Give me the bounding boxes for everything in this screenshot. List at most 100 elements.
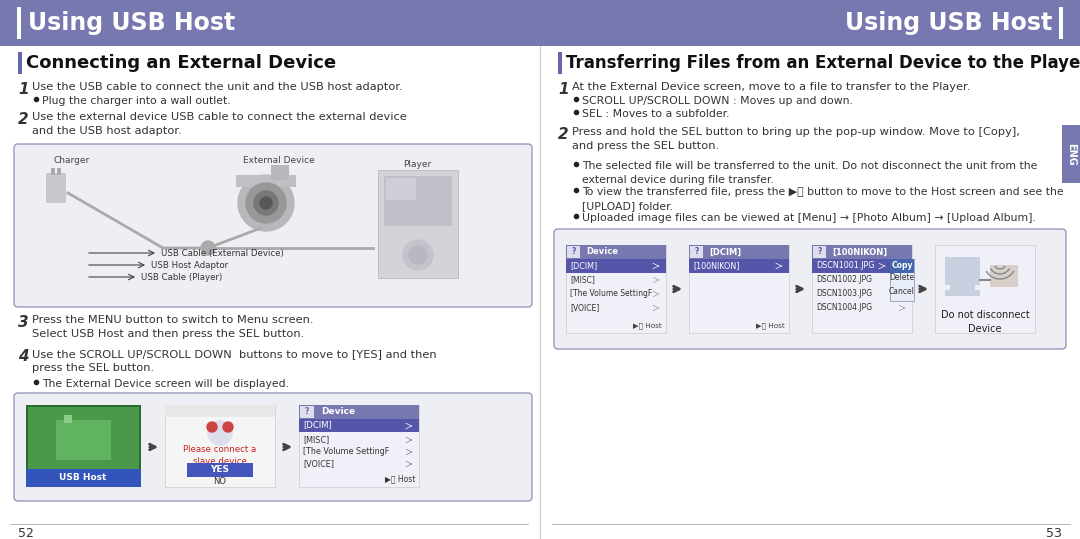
Text: 53: 53	[1047, 527, 1062, 539]
Circle shape	[207, 422, 217, 432]
Bar	[51, 168, 55, 175]
Bar	[165, 405, 275, 417]
Bar	[890, 259, 914, 273]
Bar	[690, 246, 703, 258]
Text: Use the SCROLL UP/SCROLL DOWN  buttons to move to [YES] and then
press the SEL b: Use the SCROLL UP/SCROLL DOWN buttons to…	[32, 349, 436, 373]
Text: Using USB Host: Using USB Host	[28, 11, 235, 35]
Text: Device: Device	[586, 247, 618, 257]
Bar	[950, 285, 975, 290]
FancyBboxPatch shape	[14, 393, 532, 501]
Circle shape	[254, 191, 278, 215]
Text: Connecting an External Device: Connecting an External Device	[26, 54, 336, 72]
Bar	[384, 176, 453, 226]
Bar	[299, 405, 419, 419]
Text: USB Cable (Player): USB Cable (Player)	[141, 273, 222, 282]
Text: [VOICE]: [VOICE]	[570, 303, 599, 313]
Text: 2: 2	[18, 112, 29, 127]
Text: Transferring Files from an External Device to the Player: Transferring Files from an External Devi…	[566, 54, 1080, 72]
Bar	[566, 245, 666, 333]
Bar	[64, 415, 72, 423]
Text: The selected file will be transferred to the unit. Do not disconnect the unit fr: The selected file will be transferred to…	[582, 161, 1038, 185]
Bar	[187, 463, 253, 477]
Bar	[812, 259, 890, 273]
Bar	[945, 290, 980, 296]
Text: Uploaded image files can be viewed at [Menu] → [Photo Album] → [Upload Album].: Uploaded image files can be viewed at [M…	[582, 213, 1036, 223]
Text: [The Volume SettingF: [The Volume SettingF	[303, 447, 389, 456]
Text: NO: NO	[214, 476, 227, 486]
Bar	[935, 245, 1035, 333]
Text: Player: Player	[403, 160, 431, 169]
Text: Charger: Charger	[53, 156, 90, 165]
Circle shape	[238, 175, 294, 231]
Bar	[540, 0, 1080, 46]
Bar	[271, 165, 289, 180]
Text: [VOICE]: [VOICE]	[303, 459, 334, 468]
Bar	[1059, 7, 1063, 39]
Text: Cancel: Cancel	[889, 287, 915, 296]
Text: 1: 1	[558, 82, 569, 97]
Bar	[300, 406, 314, 418]
Circle shape	[222, 422, 233, 432]
Text: [DCIM]: [DCIM]	[303, 420, 332, 430]
Bar	[26, 469, 141, 487]
Text: ENG: ENG	[1066, 143, 1076, 165]
Bar	[26, 405, 141, 487]
Bar	[378, 170, 458, 278]
Text: USB Cable (External Device): USB Cable (External Device)	[161, 249, 284, 258]
Bar	[0, 0, 540, 46]
Text: DSCN1003.JPG: DSCN1003.JPG	[816, 289, 873, 299]
Bar	[812, 245, 912, 259]
Bar	[299, 419, 419, 432]
Text: ▶⏸ Host: ▶⏸ Host	[756, 322, 785, 329]
Bar	[57, 168, 60, 175]
Circle shape	[403, 240, 433, 270]
Text: Using USB Host: Using USB Host	[845, 11, 1052, 35]
Bar	[813, 246, 826, 258]
Text: The External Device screen will be displayed.: The External Device screen will be displ…	[42, 379, 289, 389]
Text: DSCN1002.JPG: DSCN1002.JPG	[816, 275, 872, 285]
Bar	[1062, 125, 1080, 183]
FancyBboxPatch shape	[554, 229, 1066, 349]
Bar	[558, 52, 562, 74]
Bar	[566, 245, 666, 259]
Circle shape	[246, 183, 286, 223]
Text: ?: ?	[818, 247, 822, 257]
Bar	[945, 257, 980, 285]
Text: [DCIM]: [DCIM]	[570, 261, 597, 271]
Text: External Device: External Device	[243, 156, 314, 165]
Text: Press the MENU button to switch to Menu screen.
Select USB Host and then press t: Press the MENU button to switch to Menu …	[32, 315, 313, 339]
Bar	[689, 259, 789, 273]
Text: 4: 4	[18, 349, 29, 364]
Circle shape	[208, 421, 232, 445]
Bar	[165, 405, 275, 487]
Text: 3: 3	[18, 315, 29, 330]
Bar	[386, 178, 416, 200]
Text: Delete: Delete	[890, 273, 915, 282]
Circle shape	[409, 246, 427, 264]
Bar	[689, 245, 789, 259]
Bar	[28, 407, 139, 469]
Text: At the External Device screen, move to a file to transfer to the Player.: At the External Device screen, move to a…	[572, 82, 970, 92]
Text: YES: YES	[211, 466, 229, 474]
Text: 52: 52	[18, 527, 33, 539]
Text: [The Volume SettingF: [The Volume SettingF	[570, 289, 652, 299]
Bar	[812, 245, 912, 333]
Text: Use the external device USB cable to connect the external device
and the USB hos: Use the external device USB cable to con…	[32, 112, 407, 136]
Bar	[890, 259, 914, 301]
Text: SCROLL UP/SCROLL DOWN : Moves up and down.: SCROLL UP/SCROLL DOWN : Moves up and dow…	[582, 96, 853, 106]
Bar	[567, 246, 580, 258]
Text: USB Host: USB Host	[59, 473, 107, 482]
Text: ?: ?	[571, 247, 576, 257]
Text: 1: 1	[18, 82, 29, 97]
Text: [100NIKON]: [100NIKON]	[832, 247, 887, 257]
Bar	[566, 259, 666, 273]
Text: Press and hold the SEL button to bring up the pop-up window. Move to [Copy],
and: Press and hold the SEL button to bring u…	[572, 127, 1020, 151]
Circle shape	[201, 241, 215, 255]
Text: [MISC]: [MISC]	[570, 275, 595, 285]
Bar	[56, 420, 111, 460]
Text: Do not disconnect
Device: Do not disconnect Device	[941, 310, 1029, 334]
Text: Plug the charger into a wall outlet.: Plug the charger into a wall outlet.	[42, 96, 231, 106]
Circle shape	[260, 197, 272, 209]
Text: SEL : Moves to a subfolder.: SEL : Moves to a subfolder.	[582, 109, 729, 119]
Text: DSCN1004.JPG: DSCN1004.JPG	[816, 303, 873, 313]
